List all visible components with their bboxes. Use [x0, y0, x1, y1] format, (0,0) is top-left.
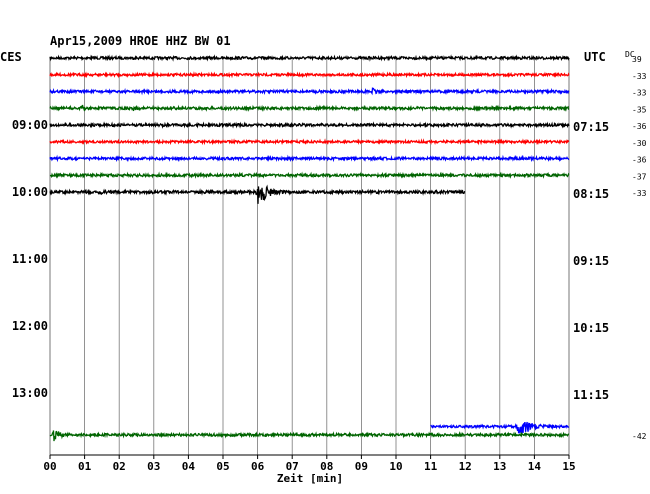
x-tick-label: 03 — [147, 460, 160, 473]
dc-value: -33 — [632, 89, 647, 98]
ces-hour-label: 13:00 — [12, 386, 48, 400]
dc-value: -33 — [632, 72, 647, 81]
x-tick-label: 06 — [251, 460, 265, 473]
right-axis-label: UTC — [584, 50, 606, 64]
ces-hour-label: 10:00 — [12, 185, 48, 199]
dc-value: -42 — [632, 432, 647, 441]
axis-labels: 00 01 02 03 04 05 06 07 08 09 10 11 12 13 14 15 09:00 07:… — [12, 55, 647, 473]
x-tick-label: 01 — [78, 460, 92, 473]
plot-grid — [49, 58, 570, 459]
trace-black-row-0 — [49, 54, 570, 62]
x-tick-label: 12 — [459, 460, 472, 473]
trace-green-row-22.5 — [49, 430, 569, 442]
x-tick-label: 15 — [562, 460, 575, 473]
x-tick-label: 08 — [320, 460, 333, 473]
dc-value: -36 — [632, 156, 647, 165]
utc-hour-label: 08:15 — [573, 187, 609, 201]
left-axis-label: CES — [0, 50, 22, 64]
x-tick-label: 13 — [493, 460, 506, 473]
trace-blue-row-6 — [49, 154, 570, 163]
trace-green-row-7 — [49, 171, 570, 179]
dc-value: -35 — [632, 105, 647, 114]
trace-blue-row-22 — [430, 421, 570, 435]
trace-red-row-5 — [49, 138, 570, 146]
x-tick-label: 07 — [286, 460, 299, 473]
x-tick-label: 10 — [389, 460, 402, 473]
x-tick-label: 11 — [424, 460, 438, 473]
trace-green-row-3 — [49, 104, 570, 112]
ces-hour-label: 09:00 — [12, 118, 48, 132]
trace-black-row-4 — [49, 121, 570, 129]
utc-hour-label: 09:15 — [573, 254, 609, 268]
x-tick-label: 05 — [216, 460, 229, 473]
dc-value: -30 — [632, 139, 647, 148]
dc-value: -33 — [632, 189, 647, 198]
ces-hour-label: 11:00 — [12, 252, 48, 266]
x-axis-label: Zeit [min] — [277, 472, 343, 485]
x-tick-label: 04 — [182, 460, 196, 473]
x-tick-label: 02 — [113, 460, 126, 473]
utc-hour-label: 07:15 — [573, 120, 609, 134]
trace-black-row-8 — [49, 184, 466, 204]
dc-label: DC — [625, 50, 635, 59]
seismogram-traces — [49, 54, 570, 442]
utc-hour-label: 11:15 — [573, 388, 609, 402]
x-tick-label: 14 — [528, 460, 542, 473]
x-tick-label: 09 — [355, 460, 368, 473]
chart-title: Apr15,2009 HROE HHZ BW 01 — [50, 34, 231, 48]
dc-value: -36 — [632, 122, 647, 131]
x-tick-label: 00 — [43, 460, 56, 473]
utc-hour-label: 10:15 — [573, 321, 609, 335]
trace-red-row-1 — [49, 71, 570, 79]
dc-value: -37 — [632, 172, 647, 181]
ces-hour-label: 12:00 — [12, 319, 48, 333]
dc-value: 39 — [632, 55, 642, 64]
trace-blue-row-2 — [49, 87, 570, 96]
